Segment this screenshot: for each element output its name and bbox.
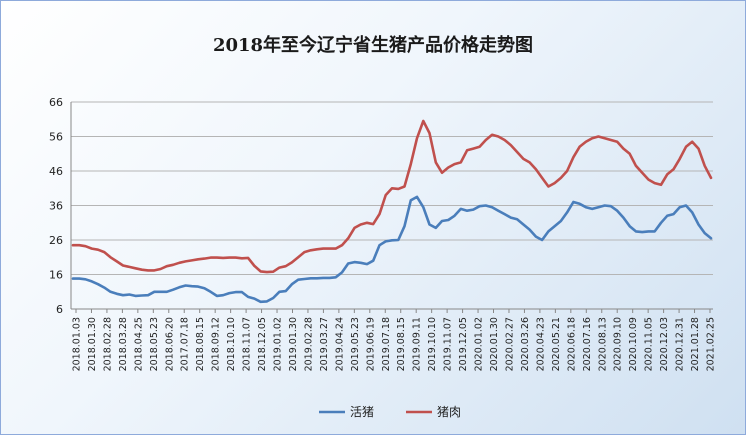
x-axis-ticks: 2018.01.03 2018.01.30 2018.02.28 2018.03.28…	[72, 309, 717, 371]
x-tick-label: 2020.07.16	[582, 317, 593, 371]
x-tick-label: 2018.01.03	[72, 317, 83, 371]
series-line-1	[71, 119, 713, 274]
gridlines	[71, 101, 713, 275]
x-tick-label: 2020.08.13	[597, 317, 608, 371]
x-tick-label: 2019.03.27	[319, 317, 330, 371]
x-tick-label: 2020.05.21	[551, 317, 562, 371]
x-tick-label: 2018.02.28	[102, 317, 113, 371]
x-tick-label: 2018.11.07	[242, 317, 253, 371]
y-tick-label: 56	[49, 131, 63, 144]
x-tick-label: 2018.06.20	[164, 317, 175, 371]
x-tick-label: 2019.02.28	[303, 317, 314, 371]
y-tick-label: 46	[49, 165, 63, 178]
y-tick-label: 36	[49, 200, 63, 213]
x-tick-label: 2018.12.05	[257, 317, 268, 371]
x-tick-label: 2019.04.24	[334, 317, 345, 371]
y-tick-label: 16	[49, 269, 63, 282]
x-tick-label: 2020.10.09	[628, 317, 639, 371]
x-tick-label: 2018.10.10	[226, 317, 237, 371]
x-tick-label: 2018.09.12	[211, 317, 222, 371]
x-tick-label: 2018.05.23	[149, 317, 160, 371]
x-tick-label: 2019.01.02	[273, 317, 284, 371]
chart-title: 2018年至今辽宁省生猪产品价格走势图	[213, 34, 533, 56]
x-tick-label: 2019.11.07	[443, 317, 454, 371]
x-tick-label: 2019.07.18	[381, 317, 392, 371]
x-tick-label: 2020.01.02	[474, 317, 485, 371]
x-tick-label: 2018.01.30	[87, 317, 98, 371]
legend-label-1: 猪肉	[437, 405, 461, 419]
x-tick-label: 2020.06.18	[566, 317, 577, 371]
y-axis-ticks: 6 16 26 36 46 56 66	[49, 96, 63, 316]
y-tick-label: 6	[56, 303, 63, 316]
x-tick-label: 2017.07.18	[180, 317, 191, 371]
x-tick-label: 2020.12.31	[675, 317, 686, 371]
x-tick-label: 2019.01.30	[288, 317, 299, 371]
x-tick-label: 2020.04.23	[535, 317, 546, 371]
x-tick-label: 2020.11.05	[644, 317, 655, 371]
x-tick-label: 2020.09.10	[613, 317, 624, 371]
x-tick-label: 2019.12.05	[458, 317, 469, 371]
x-tick-label: 2018.04.25	[133, 317, 144, 371]
series-line-0	[71, 195, 713, 304]
legend-label-0: 活猪	[350, 405, 374, 419]
axes	[70, 102, 713, 310]
x-tick-label: 2021.02.25	[706, 317, 717, 371]
x-tick-label: 2019.05.23	[350, 317, 361, 371]
x-tick-label: 2019.06.19	[365, 317, 376, 371]
x-tick-label: 2019.09.11	[412, 317, 423, 371]
x-tick-label: 2020.01.30	[489, 317, 500, 371]
legend: 活猪 猪肉	[319, 405, 461, 419]
series-lines	[71, 119, 713, 304]
x-tick-label: 2018.03.28	[118, 317, 129, 371]
x-tick-label: 2019.10.10	[427, 317, 438, 371]
x-tick-label: 2020.03.26	[520, 317, 531, 371]
x-tick-label: 2020.02.27	[504, 317, 515, 371]
x-tick-label: 2019.08.15	[396, 317, 407, 371]
x-tick-label: 2018.08.15	[195, 317, 206, 371]
x-tick-label: 2020.12.03	[659, 317, 670, 371]
x-tick-label: 2021.01.28	[690, 317, 701, 371]
y-tick-label: 66	[49, 96, 63, 109]
y-tick-label: 26	[49, 234, 63, 247]
